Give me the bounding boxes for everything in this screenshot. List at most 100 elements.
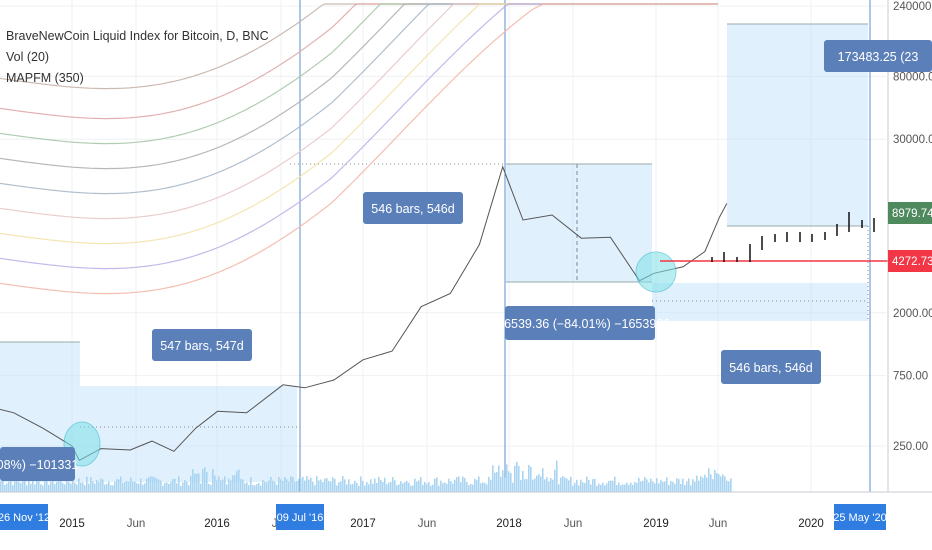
volume-bar bbox=[514, 465, 516, 492]
volume-bar bbox=[418, 480, 420, 492]
volume-bar bbox=[22, 478, 24, 492]
volume-bar bbox=[632, 484, 634, 492]
price-tick-label[interactable]: 30000.00 bbox=[893, 134, 932, 146]
price-tick-label[interactable]: 250.00 bbox=[893, 441, 928, 453]
measure-label: −16539.36 (−84.01%) −1653936 bbox=[490, 317, 670, 331]
volume-bar bbox=[692, 479, 694, 492]
price-axis[interactable]: 240000.00 80000.00 30000.00 2000.00 750.00 25… bbox=[887, 0, 932, 492]
volume-bar bbox=[228, 478, 230, 492]
volume-bar bbox=[566, 478, 568, 492]
volume-bar bbox=[476, 480, 478, 492]
price-tick-label[interactable]: 2000.00 bbox=[893, 308, 932, 320]
time-tick-label[interactable]: 2016 bbox=[204, 518, 230, 530]
volume-bar bbox=[606, 483, 608, 492]
volume-bar bbox=[270, 476, 272, 492]
volume-bar bbox=[54, 484, 56, 492]
volume-bar bbox=[460, 482, 462, 492]
volume-bar bbox=[620, 485, 622, 492]
volume-bar bbox=[628, 484, 630, 492]
volume-bar bbox=[672, 481, 674, 492]
volume-bar bbox=[554, 469, 556, 492]
date-label[interactable]: 25 May '20 bbox=[833, 512, 886, 524]
volume-bar bbox=[166, 482, 168, 492]
volume-bar bbox=[76, 484, 78, 492]
volume-bar bbox=[194, 473, 196, 492]
time-tick-label[interactable]: 2020 bbox=[798, 518, 824, 530]
volume-bar bbox=[248, 485, 250, 492]
volume-bar bbox=[164, 482, 166, 492]
volume-bar bbox=[552, 479, 554, 492]
measure-box bbox=[824, 40, 932, 72]
price-label[interactable]: 8979.74 bbox=[892, 208, 932, 220]
volume-bar bbox=[210, 484, 212, 492]
volume-bar bbox=[534, 478, 536, 492]
volume-bar bbox=[302, 476, 304, 492]
volume-bar bbox=[86, 476, 88, 492]
time-tick-label[interactable]: Jun bbox=[127, 518, 146, 530]
volume-bar bbox=[290, 476, 292, 492]
legend-volume[interactable]: Vol (20) bbox=[6, 50, 50, 64]
time-tick-label[interactable]: Jun bbox=[709, 518, 728, 530]
price-label[interactable]: 4272.73 bbox=[892, 256, 932, 268]
volume-bar bbox=[158, 479, 160, 492]
volume-bar bbox=[32, 479, 34, 492]
volume-bar bbox=[42, 485, 44, 492]
date-label[interactable]: 26 Nov '12 bbox=[0, 512, 50, 524]
volume-bar bbox=[14, 477, 16, 492]
volume-bar bbox=[406, 480, 408, 492]
volume-bar bbox=[574, 482, 576, 492]
time-tick-label[interactable]: 2017 bbox=[350, 518, 376, 530]
volume-bar bbox=[254, 485, 256, 492]
time-tick-label[interactable]: 2018 bbox=[496, 518, 522, 530]
volume-bar bbox=[146, 478, 148, 492]
legend-mapfm[interactable]: MAPFM (350) bbox=[6, 71, 84, 85]
time-tick-label[interactable]: Jun bbox=[418, 518, 437, 530]
volume-bar bbox=[116, 479, 118, 492]
volume-series bbox=[0, 460, 732, 492]
volume-bar bbox=[626, 482, 628, 492]
time-axis[interactable]: 2015Jun2016Jun2017Jun2018Jun2019Jun20202… bbox=[0, 491, 932, 530]
volume-bar bbox=[80, 482, 82, 492]
volume-bar bbox=[588, 480, 590, 492]
volume-bar bbox=[238, 469, 240, 492]
zone-rect bbox=[80, 386, 297, 482]
volume-bar bbox=[416, 481, 418, 492]
measure-box bbox=[505, 306, 655, 340]
time-tick-label[interactable]: 2019 bbox=[643, 518, 669, 530]
volume-bar bbox=[350, 484, 352, 492]
volume-bar bbox=[48, 484, 50, 492]
volume-bar bbox=[256, 484, 258, 492]
volume-bar bbox=[582, 482, 584, 492]
volume-bar bbox=[512, 482, 514, 492]
price-tick-label[interactable]: 240000.00 bbox=[893, 1, 932, 13]
volume-bar bbox=[480, 483, 482, 492]
volume-bar bbox=[438, 485, 440, 492]
date-label[interactable]: 09 Jul '16 bbox=[277, 512, 324, 524]
volume-bar bbox=[68, 481, 70, 492]
volume-bar bbox=[448, 478, 450, 492]
volume-bar bbox=[100, 478, 102, 492]
measure-label: 547 bars, 547d bbox=[160, 339, 243, 353]
zone-rect bbox=[652, 283, 868, 321]
volume-bar bbox=[568, 480, 570, 492]
volume-bar bbox=[222, 479, 224, 492]
volume-bar bbox=[446, 483, 448, 492]
price-tick-label[interactable]: 80000.00 bbox=[893, 71, 932, 83]
price-tick-label[interactable]: 750.00 bbox=[893, 371, 928, 383]
time-tick-label[interactable]: 2015 bbox=[59, 518, 85, 530]
volume-bar bbox=[274, 481, 276, 492]
volume-bar bbox=[318, 480, 320, 492]
volume-bar bbox=[336, 485, 338, 492]
volume-bar bbox=[150, 476, 152, 492]
highlight-circle bbox=[635, 251, 677, 293]
volume-bar bbox=[134, 481, 136, 492]
volume-bar bbox=[700, 476, 702, 492]
legend-symbol[interactable]: BraveNewCoin Liquid Index for Bitcoin, D… bbox=[6, 29, 269, 43]
volume-bar bbox=[138, 483, 140, 492]
volume-bar bbox=[676, 478, 678, 492]
volume-bar bbox=[550, 478, 552, 492]
time-tick-label[interactable]: Jun bbox=[564, 518, 583, 530]
volume-bar bbox=[544, 479, 546, 492]
volume-bar bbox=[168, 483, 170, 492]
